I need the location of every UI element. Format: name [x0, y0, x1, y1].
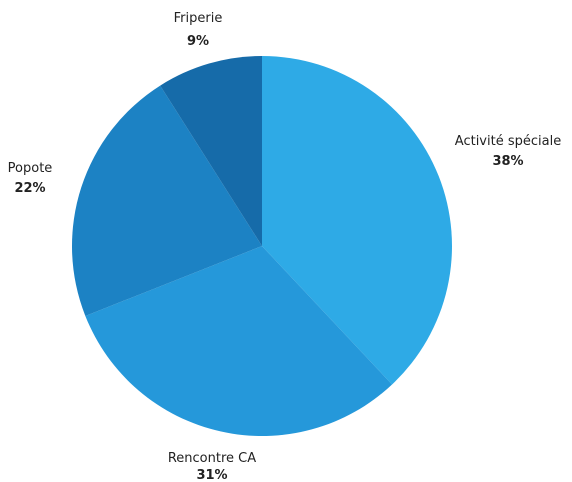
slice-value-rencontre-ca: 31%: [196, 468, 227, 482]
slice-label-friperie: Friperie: [174, 11, 223, 26]
slice-value-friperie: 9%: [187, 34, 209, 49]
slice-annotation-popote: Popote 22%: [8, 161, 53, 196]
slice-label-popote: Popote: [8, 161, 53, 176]
pie-slice-activite-speciale: [262, 56, 452, 385]
slice-annotation-activite-speciale: Activité spéciale 38%: [455, 134, 561, 169]
pie-slice-rencontre-ca: [85, 246, 393, 436]
slice-annotation-friperie: Friperie 9%: [174, 11, 223, 49]
pie-slices: [71, 56, 452, 436]
slice-value-popote: 22%: [14, 181, 45, 196]
pie-slice-popote: [71, 85, 263, 316]
slice-value-activite-speciale: 38%: [492, 154, 523, 169]
pie-slice-friperie: [160, 56, 262, 246]
slice-label-rencontre-ca: Rencontre CA: [168, 451, 256, 466]
slice-label-activite-speciale: Activité spéciale: [455, 134, 561, 149]
slice-annotation-rencontre-ca: Rencontre CA 31%: [168, 451, 256, 482]
